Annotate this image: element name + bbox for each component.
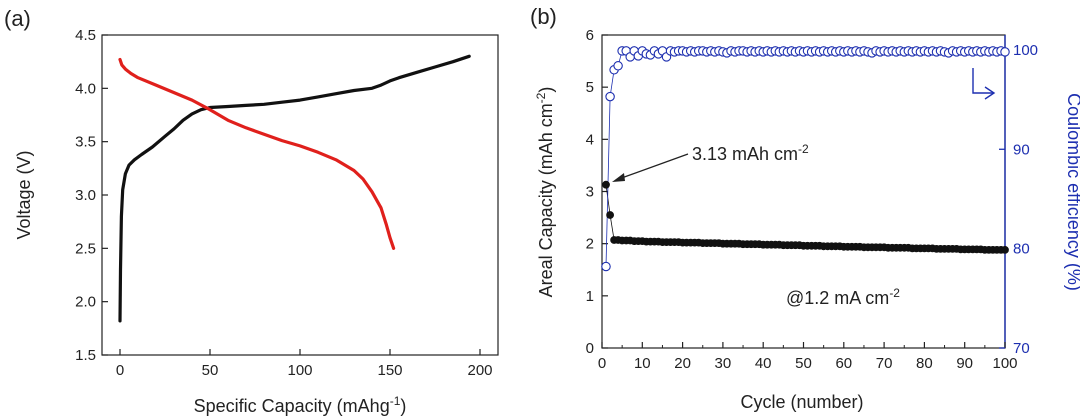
panel-b-x-ticks: 0 10 20 30 40 50 60 70 80 90 100 xyxy=(598,342,1018,372)
efficiency-point xyxy=(613,61,623,71)
panel-a-x-ticks: 0 50 100 150 200 xyxy=(116,349,493,379)
efficiency-point xyxy=(601,261,611,272)
panel-b-series xyxy=(601,46,1010,272)
a-y-tick-label: 4.5 xyxy=(75,27,96,44)
efficiency-point xyxy=(1000,47,1010,57)
b-right-y-tick-label: 90 xyxy=(1013,141,1030,158)
b-x-tick-label: 70 xyxy=(876,355,893,372)
b-left-y-tick-label: 2 xyxy=(586,236,594,253)
capacity-point xyxy=(606,211,614,219)
efficiency-point xyxy=(605,91,615,102)
b-left-y-tick-label: 4 xyxy=(586,131,594,148)
capacity-point xyxy=(1001,245,1009,254)
b-x-tick-label: 100 xyxy=(992,355,1017,372)
capacity-point xyxy=(602,180,610,189)
charge-curve xyxy=(118,54,471,323)
b-x-tick-label: 60 xyxy=(835,355,852,372)
panel-a-series xyxy=(118,54,471,323)
b-x-tick-label: 0 xyxy=(598,355,606,372)
panel-a-voltage-chart: (a) 0 50 100 150 200 1.5 2.0 2.5 3.0 3.5 4.0 4.5 S… xyxy=(4,6,499,416)
a-x-tick-label: 0 xyxy=(116,362,124,379)
discharge-curve xyxy=(118,57,396,250)
b-right-y-tick-label: 80 xyxy=(1013,241,1030,258)
a-x-tick-label: 100 xyxy=(287,362,312,379)
peak-annotation: 3.13 mAh cm-2 xyxy=(692,142,809,164)
panel-b-x-axis-title: Cycle (number) xyxy=(740,392,863,412)
b-left-y-tick-label: 1 xyxy=(586,288,594,305)
b-right-y-tick-label: 100 xyxy=(1013,42,1038,59)
b-left-y-tick-label: 5 xyxy=(586,79,594,96)
b-x-tick-label: 20 xyxy=(674,355,691,372)
panel-b-left-y-axis-title: Areal Capacity (mAh cm-2) xyxy=(534,87,556,298)
b-left-y-tick-label: 6 xyxy=(586,27,594,44)
a-x-tick-label: 200 xyxy=(467,362,492,379)
b-right-y-tick-label: 70 xyxy=(1013,340,1030,357)
a-x-tick-label: 50 xyxy=(202,362,219,379)
panel-a-y-axis-title: Voltage (V) xyxy=(14,150,34,239)
efficiency-line xyxy=(605,50,1006,267)
b-x-tick-label: 90 xyxy=(956,355,973,372)
b-left-y-tick-label: 0 xyxy=(586,340,594,357)
a-y-tick-label: 1.5 xyxy=(75,347,96,364)
a-x-tick-label: 150 xyxy=(377,362,402,379)
b-x-tick-label: 30 xyxy=(715,355,732,372)
a-y-tick-label: 4.0 xyxy=(75,80,96,97)
panel-b-left-y-ticks: 0 1 2 3 4 5 6 xyxy=(586,27,608,357)
a-y-tick-label: 3.5 xyxy=(75,134,96,151)
panel-a-y-ticks: 1.5 2.0 2.5 3.0 3.5 4.0 4.5 xyxy=(75,27,108,364)
rate-annotation: @1.2 mA cm-2 xyxy=(786,286,900,308)
peak-arrow-line xyxy=(615,153,689,181)
b-x-tick-label: 50 xyxy=(795,355,812,372)
panel-a-plot-frame xyxy=(101,34,499,356)
efficiency-axis-arrow-head xyxy=(984,86,996,100)
panel-b-label: (b) xyxy=(530,4,557,29)
b-x-tick-label: 10 xyxy=(634,355,651,372)
peak-arrow-head xyxy=(612,173,625,182)
efficiency-axis-arrow-line xyxy=(972,68,993,94)
a-y-tick-label: 2.0 xyxy=(75,294,96,311)
panel-b-right-y-axis-title: Coulombic efficiency (%) xyxy=(1064,93,1080,291)
b-left-y-tick-label: 3 xyxy=(586,184,594,201)
panel-a-label: (a) xyxy=(4,6,31,31)
a-y-tick-label: 3.0 xyxy=(75,187,96,204)
panel-b-right-y-ticks: 70 80 90 100 xyxy=(999,42,1038,357)
panel-b-cycling-chart: (b) 0 10 20 30 40 50 60 70 80 90 100 0 1 2 3 4 5 6 70 80 9… xyxy=(530,4,1080,412)
b-x-tick-label: 80 xyxy=(916,355,933,372)
a-y-tick-label: 2.5 xyxy=(75,240,96,257)
b-x-tick-label: 40 xyxy=(755,355,772,372)
panel-a-x-axis-title: Specific Capacity (mAhg-1) xyxy=(194,394,407,416)
